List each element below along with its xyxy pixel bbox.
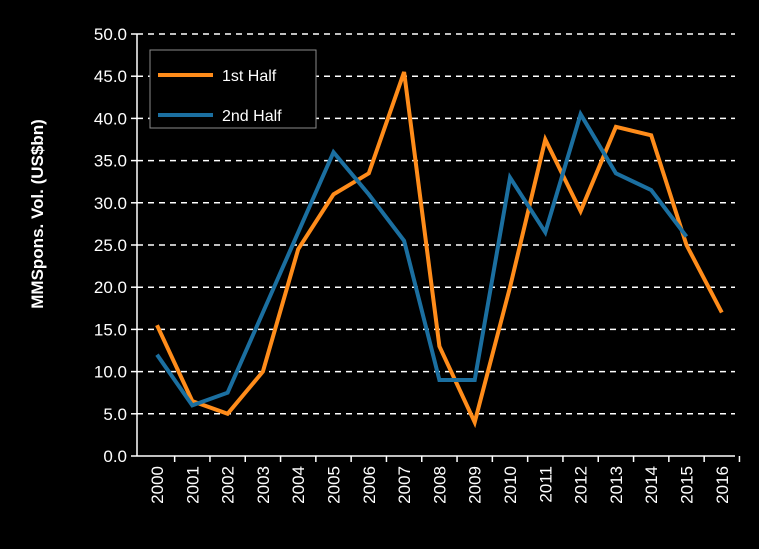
y-tick-label: 35.0 [94,152,127,171]
y-tick-label: 40.0 [94,109,127,128]
y-tick-label: 50.0 [94,25,127,44]
y-tick-label: 20.0 [94,278,127,297]
x-tick-label: 2004 [289,466,308,504]
x-tick-label: 2002 [219,466,238,504]
x-tick-label: 2012 [572,466,591,504]
series-line-first-half [155,71,724,429]
y-tick-label: 25.0 [94,236,127,255]
x-tick-label: 2015 [678,466,697,504]
legend: 1st Half 2nd Half [149,49,317,129]
legend-label: 2nd Half [222,108,282,125]
legend-label: 1st Half [222,68,277,85]
x-tick-label: 2008 [430,466,449,504]
x-tick-label: 2001 [183,466,202,504]
y-tick-label: 15.0 [94,320,127,339]
y-tick-label: 0.0 [103,447,127,466]
y-tick-label: 45.0 [94,67,127,86]
x-tick-label: 2000 [148,466,167,504]
legend-items: 1st Half 2nd Half [158,68,282,125]
y-tick-labels: 0.0 5.0 10.0 15.0 20.0 25.0 30.0 35.0 40.0 45.0 50… [94,25,127,466]
x-tick-label: 2014 [642,466,661,504]
x-tick-labels: 2000 2001 2002 2003 2004 2005 2006 2007 2008 2009… [148,466,732,504]
y-tick-label: 5.0 [103,405,127,424]
axes [131,33,741,462]
x-tick-label: 2011 [536,466,555,503]
x-tick-label: 2016 [713,466,732,504]
x-tick-label: 2003 [254,466,273,504]
x-tick-label: 2005 [325,466,344,504]
series-lines [155,71,724,429]
y-tick-label: 30.0 [94,194,127,213]
x-tick-label: 2013 [607,466,626,504]
y-tick-label: 10.0 [94,363,127,382]
x-tick-label: 2010 [501,466,520,504]
x-tick-label: 2007 [395,466,414,504]
x-tick-label: 2009 [466,466,485,504]
y-axis-title: MMSpons. Vol. (US$bn) [28,119,47,309]
series-line-second-half [155,109,689,408]
x-tick-label: 2006 [360,466,379,504]
